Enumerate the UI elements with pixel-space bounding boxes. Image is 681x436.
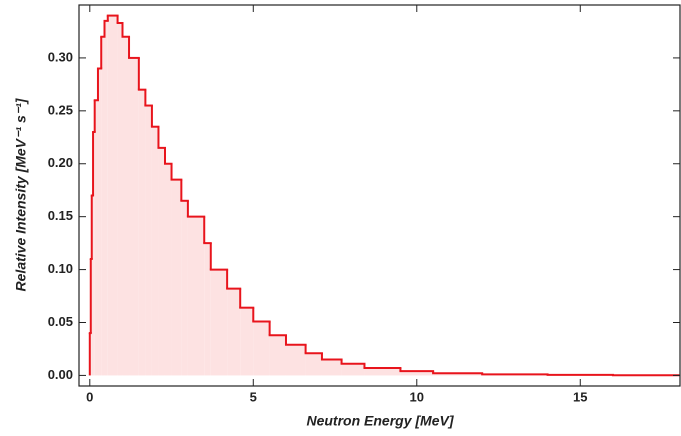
- y-tick-label: 0.10: [48, 261, 73, 276]
- y-tick-label: 0.25: [48, 102, 73, 117]
- x-tick-label: 0: [86, 389, 93, 404]
- bar-fill: [240, 307, 254, 376]
- bar-fill: [93, 132, 95, 376]
- bar-fill: [171, 179, 182, 376]
- bar-fill: [321, 359, 342, 376]
- x-tick-label: 15: [573, 389, 587, 404]
- bar-fill: [158, 147, 165, 376]
- frame: [78, 4, 681, 387]
- bar-fill: [400, 371, 434, 376]
- bar-fill: [253, 321, 270, 376]
- x-tick-label: 5: [250, 389, 257, 404]
- y-tick-label: 0.15: [48, 208, 73, 223]
- bar-fill: [364, 368, 401, 376]
- plot-area: [88, 14, 680, 377]
- bar-fill: [164, 163, 172, 376]
- bar-fill: [269, 335, 286, 376]
- y-axis-title: Relative Intensity [MeV⁻¹ s⁻¹]: [13, 97, 29, 291]
- bar-fill: [138, 89, 146, 376]
- bar-fill: [129, 57, 139, 376]
- bar-fill: [91, 195, 94, 376]
- bar-fill: [94, 100, 98, 376]
- x-axis-title: Neutron Energy [MeV]: [306, 413, 454, 429]
- bar-fill: [227, 288, 241, 376]
- bar-fill: [145, 105, 152, 376]
- bar-fill: [187, 216, 205, 376]
- y-tick-label: 0.30: [48, 49, 73, 64]
- bar-fill: [101, 36, 105, 376]
- bar-fill: [104, 20, 108, 376]
- y-tick-label: 0.00: [48, 367, 73, 382]
- bar-fill: [107, 15, 118, 376]
- y-tick-label: 0.20: [48, 155, 73, 170]
- bar-fill: [181, 200, 188, 376]
- bar-fill: [122, 36, 130, 376]
- bar-fill: [204, 243, 211, 376]
- bar-fill: [97, 68, 102, 376]
- bar-fill: [285, 344, 306, 376]
- y-tick-label: 0.05: [48, 314, 73, 329]
- bar-fill: [210, 269, 228, 376]
- bar-fill: [305, 353, 322, 376]
- bar-fill: [341, 363, 365, 376]
- bar-fill: [433, 373, 483, 376]
- bar-fill: [151, 126, 159, 376]
- x-tick-label: 10: [410, 389, 424, 404]
- bar-fill: [117, 22, 123, 376]
